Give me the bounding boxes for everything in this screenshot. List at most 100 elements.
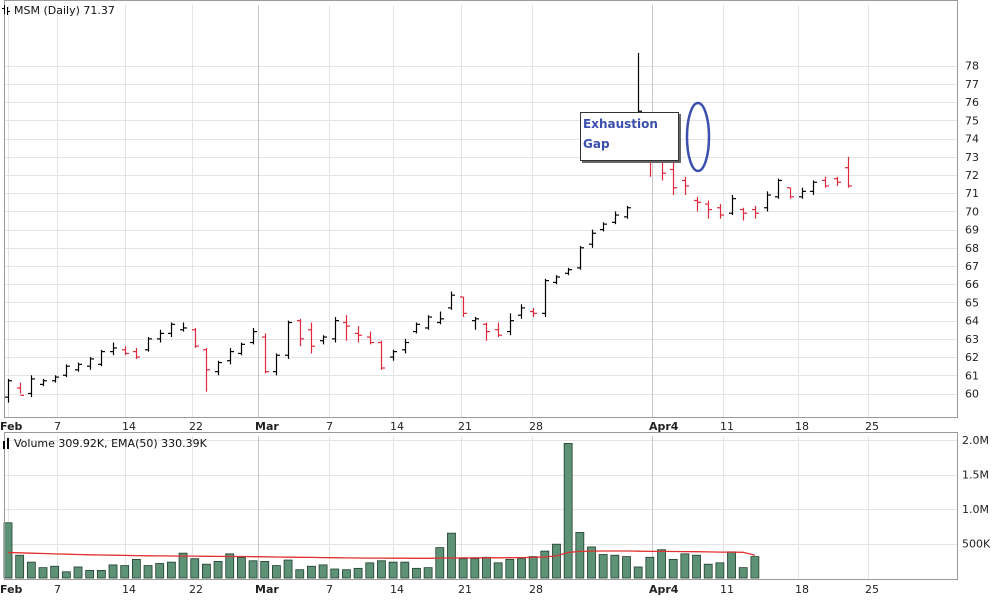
date-tick-label: 7 bbox=[54, 420, 61, 433]
volume-bar bbox=[540, 550, 550, 579]
price-tick-label: 63 bbox=[965, 333, 979, 346]
ohlc-bar bbox=[682, 176, 689, 196]
ohlc-bar bbox=[694, 196, 701, 212]
ohlc-bar bbox=[472, 317, 479, 330]
volume-bar bbox=[166, 561, 176, 579]
volume-bar bbox=[505, 558, 515, 579]
ohlc-bar bbox=[367, 331, 374, 345]
panel-frames bbox=[4, 0, 958, 580]
volume-bar bbox=[552, 543, 561, 579]
price-tick-label: 61 bbox=[965, 369, 979, 382]
volume-bar bbox=[307, 565, 316, 579]
ohlc-bar bbox=[168, 322, 175, 338]
volume-bar bbox=[26, 561, 36, 579]
volume-date-tick-label: 28 bbox=[529, 583, 543, 596]
date-tick-label: 22 bbox=[189, 420, 203, 433]
volume-bar bbox=[493, 562, 503, 579]
ohlc-bar bbox=[507, 313, 514, 336]
ohlc-bar bbox=[518, 304, 525, 319]
volume-date-tick-label: 21 bbox=[458, 583, 472, 596]
ohlc-bar bbox=[705, 200, 712, 219]
volume-bar bbox=[295, 569, 305, 579]
volume-bar bbox=[225, 553, 235, 579]
volume-bar bbox=[155, 563, 165, 579]
ohlc-bar bbox=[425, 315, 432, 330]
volume-bar bbox=[365, 562, 375, 579]
volume-date-tick-label: 18 bbox=[795, 583, 809, 596]
price-tick-label: 78 bbox=[965, 60, 979, 73]
ohlc-bar bbox=[624, 205, 631, 219]
exhaustion-gap-ellipse bbox=[685, 101, 711, 173]
volume-bar bbox=[680, 553, 690, 579]
volume-bar bbox=[703, 563, 713, 579]
volume-bar bbox=[330, 568, 340, 579]
price-tick-label: 77 bbox=[965, 78, 979, 91]
date-tick-label: 21 bbox=[458, 420, 472, 433]
date-tick-label: 28 bbox=[529, 420, 543, 433]
volume-date-tick-labels: Feb 7 14 22 Mar 7 14 21 28 Apr4 11 18 25 bbox=[0, 583, 879, 596]
volume-date-tick-label: 14 bbox=[390, 583, 404, 596]
ohlc-bar bbox=[378, 340, 385, 370]
volume-title-icon bbox=[3, 438, 9, 449]
price-tick-label: 75 bbox=[965, 114, 979, 127]
volume-bar bbox=[412, 567, 421, 579]
price-tick-labels: 60 61 62 63 64 65 66 67 68 69 70 71 72 73 74 75 76 77 78 bbox=[965, 60, 979, 401]
volume-bar bbox=[318, 564, 328, 579]
ohlc-bar bbox=[565, 267, 572, 276]
volume-bar bbox=[50, 565, 60, 579]
volume-bar bbox=[61, 571, 71, 579]
volume-tick-label: 500K bbox=[962, 538, 991, 551]
volume-bar bbox=[645, 556, 655, 579]
ohlc-bar bbox=[133, 347, 140, 359]
ohlc-bar bbox=[717, 204, 724, 219]
date-tick-label: 25 bbox=[865, 420, 879, 433]
volume-bar bbox=[131, 558, 141, 579]
volume-date-tick-label: 7 bbox=[54, 583, 61, 596]
volume-bar bbox=[236, 556, 246, 579]
ohlc-bar bbox=[729, 195, 736, 216]
date-tick-label: Apr4 bbox=[649, 420, 679, 433]
price-title-icon bbox=[2, 5, 10, 15]
volume-date-tick-label: 11 bbox=[720, 583, 734, 596]
volume-bar bbox=[633, 566, 643, 579]
volume-bars bbox=[3, 443, 760, 579]
annotation-line-1: Exhaustion bbox=[583, 117, 658, 131]
volume-bar bbox=[692, 554, 701, 579]
ohlc-bar bbox=[238, 342, 245, 356]
volume-bar bbox=[353, 567, 363, 579]
volume-date-tick-label: Apr4 bbox=[649, 583, 679, 596]
volume-bar bbox=[342, 569, 351, 579]
price-tick-label: 76 bbox=[965, 96, 979, 109]
ohlc-bar bbox=[355, 326, 362, 343]
ohlc-bar bbox=[670, 160, 677, 196]
ohlc-bar bbox=[5, 378, 12, 403]
volume-bar bbox=[668, 558, 678, 579]
volume-bar bbox=[738, 567, 748, 579]
date-tick-label: 7 bbox=[326, 420, 333, 433]
ohlc-bar bbox=[98, 349, 105, 367]
volume-bar bbox=[38, 567, 48, 579]
price-tick-label: 73 bbox=[965, 151, 979, 164]
ohlc-bar bbox=[437, 311, 444, 325]
exhaustion-gap-annotation: Exhaustion Gap bbox=[580, 112, 679, 161]
price-tick-label: 71 bbox=[965, 187, 979, 200]
volume-bar bbox=[528, 556, 538, 579]
price-tick-label: 66 bbox=[965, 278, 979, 291]
ohlc-bar bbox=[740, 207, 747, 221]
volume-bar bbox=[622, 556, 631, 579]
price-grid bbox=[4, 5, 957, 417]
volume-bar bbox=[96, 570, 106, 579]
ohlc-bar bbox=[542, 278, 549, 318]
date-tick-label: 14 bbox=[390, 420, 404, 433]
ohlc-bar bbox=[320, 335, 327, 345]
price-tick-label: 72 bbox=[965, 169, 979, 182]
volume-tick-labels: 500K 1.0M 1.5M 2.0M bbox=[962, 434, 991, 551]
ohlc-bar bbox=[87, 357, 94, 370]
ohlc-bar bbox=[553, 275, 560, 285]
volume-bar bbox=[377, 560, 386, 579]
ohlc-bar bbox=[273, 353, 280, 376]
volume-bar bbox=[435, 547, 445, 579]
date-tick-label: Feb bbox=[0, 420, 23, 433]
volume-bar bbox=[272, 565, 281, 579]
